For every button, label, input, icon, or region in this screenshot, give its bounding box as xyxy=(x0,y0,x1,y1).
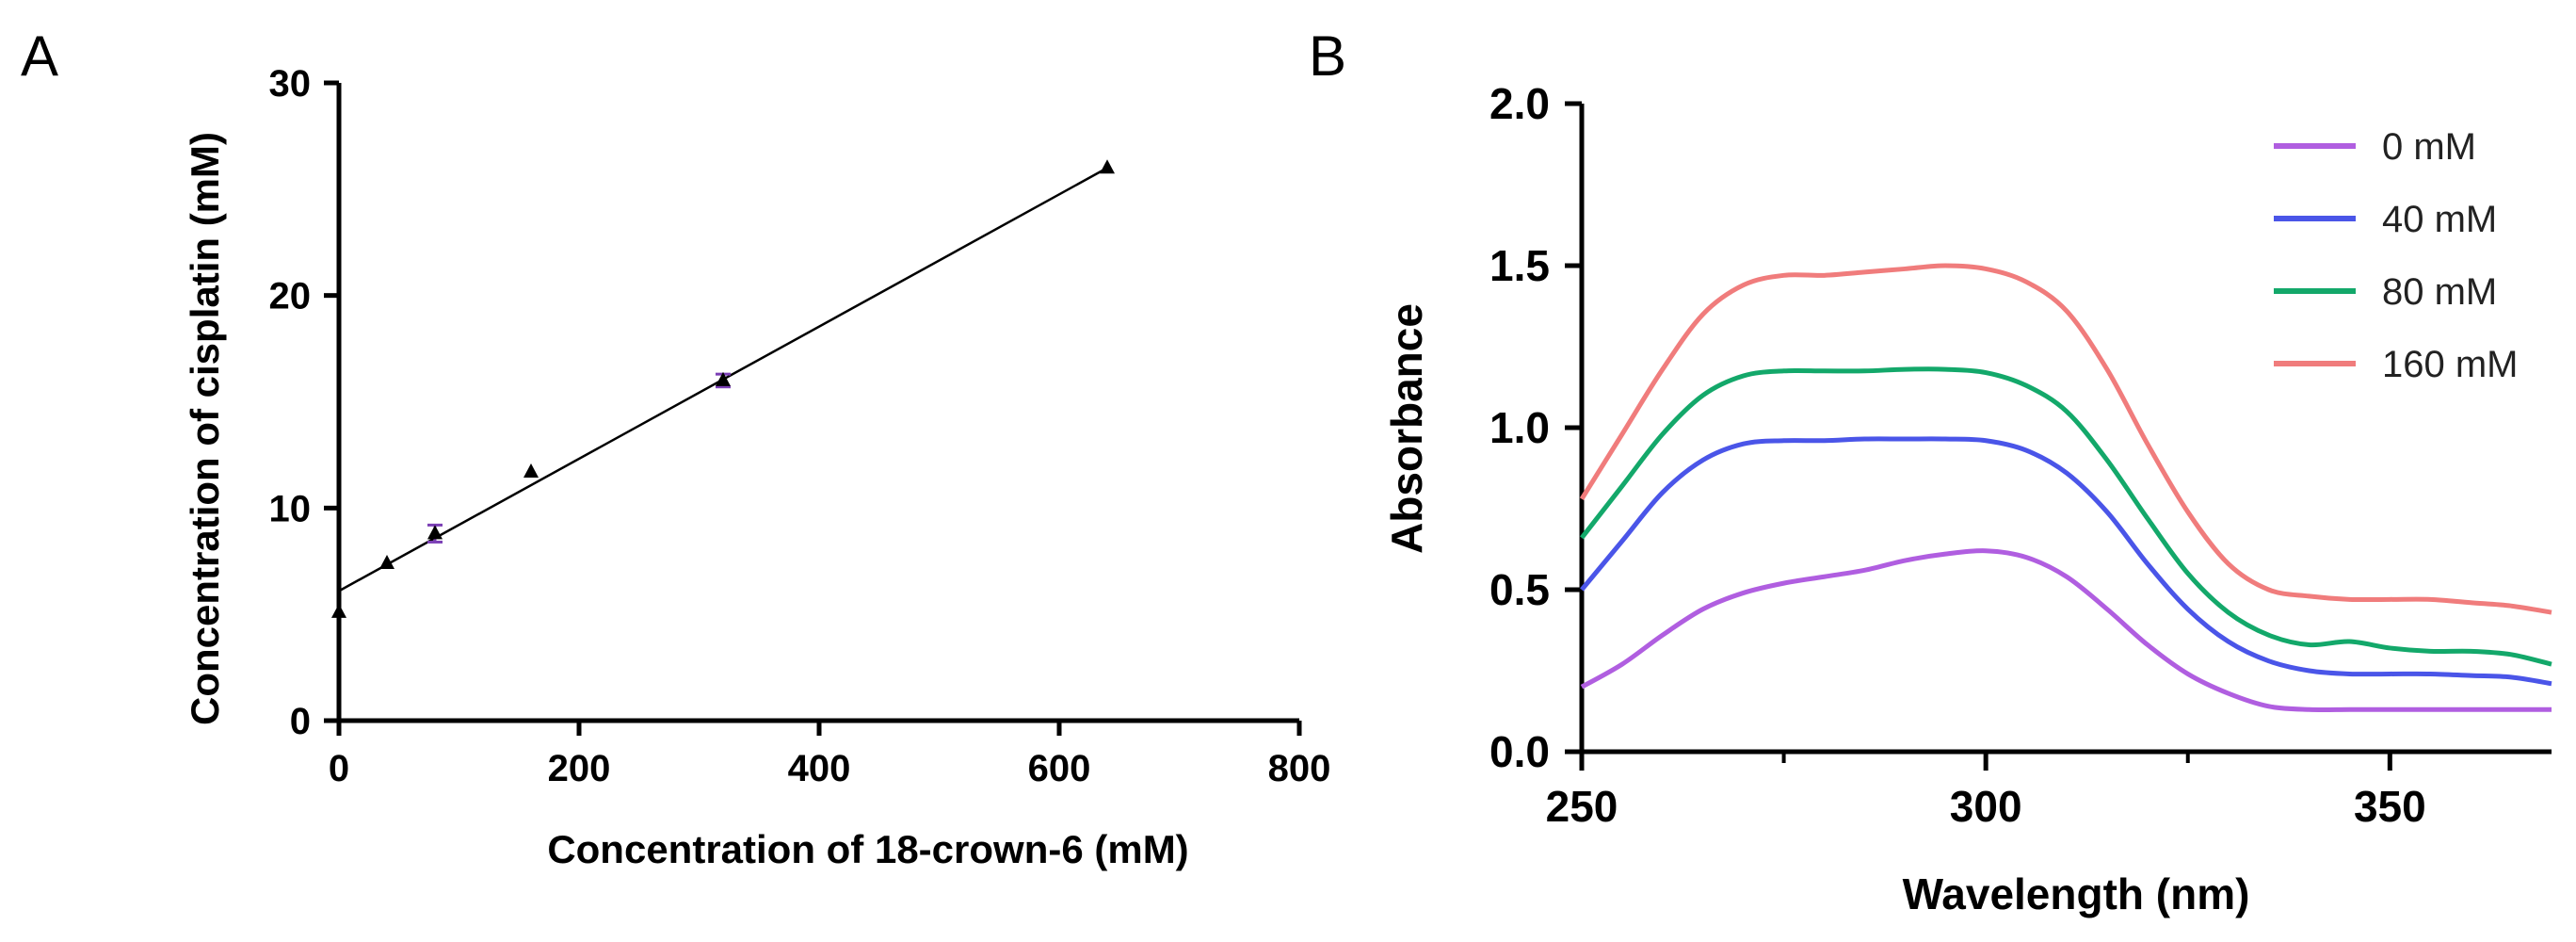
chart-a-data-point xyxy=(523,463,539,478)
chart-a: Concentration of 18-crown-6 (mM) Concent… xyxy=(183,63,1330,871)
chart-a-data-point xyxy=(716,371,731,386)
chart-b-y-tick-label: 0.5 xyxy=(1489,565,1550,614)
chart-a-x-tick-label: 800 xyxy=(1268,748,1331,789)
chart-a-x-axis-title: Concentration of 18-crown-6 (mM) xyxy=(547,827,1188,871)
chart-a-y-tick-label: 0 xyxy=(290,701,311,742)
chart-b: Wavelength (nm) Absorbance 250 300 350 0.0 0… xyxy=(1382,79,2552,918)
chart-a-x-tick-label: 0 xyxy=(329,748,349,789)
chart-b-legend-label: 160 mM xyxy=(2382,344,2519,385)
chart-a-y-tick-label: 20 xyxy=(269,276,312,317)
chart-b-y-tick-label: 0.0 xyxy=(1489,727,1550,776)
chart-b-y-tick-label: 2.0 xyxy=(1489,79,1550,128)
chart-b-x-tick-label: 300 xyxy=(1950,782,2022,831)
chart-b-series-line xyxy=(1580,366,2552,667)
chart-b-y-tick-label: 1.0 xyxy=(1489,403,1550,452)
chart-a-x-tick-label: 200 xyxy=(548,748,611,789)
chart-a-x-tick-label: 600 xyxy=(1028,748,1091,789)
chart-b-legend-label: 40 mM xyxy=(2382,199,2497,240)
chart-a-y-axis-title: Concentration of cisplatin (mM) xyxy=(183,132,227,725)
chart-b-series-line xyxy=(1580,548,2552,713)
chart-b-x-tick-label: 250 xyxy=(1546,782,1618,831)
chart-a-data-point xyxy=(1100,159,1115,174)
chart-a-data-point xyxy=(331,603,346,618)
chart-a-y-tick-label: 30 xyxy=(269,63,312,105)
chart-b-series-line xyxy=(1579,263,2552,615)
chart-b-y-tick-label: 1.5 xyxy=(1489,241,1550,290)
chart-b-legend-label: 0 mM xyxy=(2382,126,2476,168)
chart-a-data-point xyxy=(379,555,394,570)
chart-b-series-line xyxy=(1580,436,2552,687)
chart-b-y-axis-title: Absorbance xyxy=(1382,303,1431,554)
chart-a-data-point xyxy=(427,525,443,540)
chart-b-x-axis-title: Wavelength (nm) xyxy=(1903,869,2250,918)
chart-b-legend-label: 80 mM xyxy=(2382,271,2497,313)
chart-a-y-tick-label: 10 xyxy=(269,488,312,529)
panel-label-a: A xyxy=(21,24,58,88)
chart-a-x-tick-label: 400 xyxy=(788,748,851,789)
panel-label-b: B xyxy=(1309,24,1346,88)
chart-b-x-tick-label: 350 xyxy=(2354,782,2426,831)
